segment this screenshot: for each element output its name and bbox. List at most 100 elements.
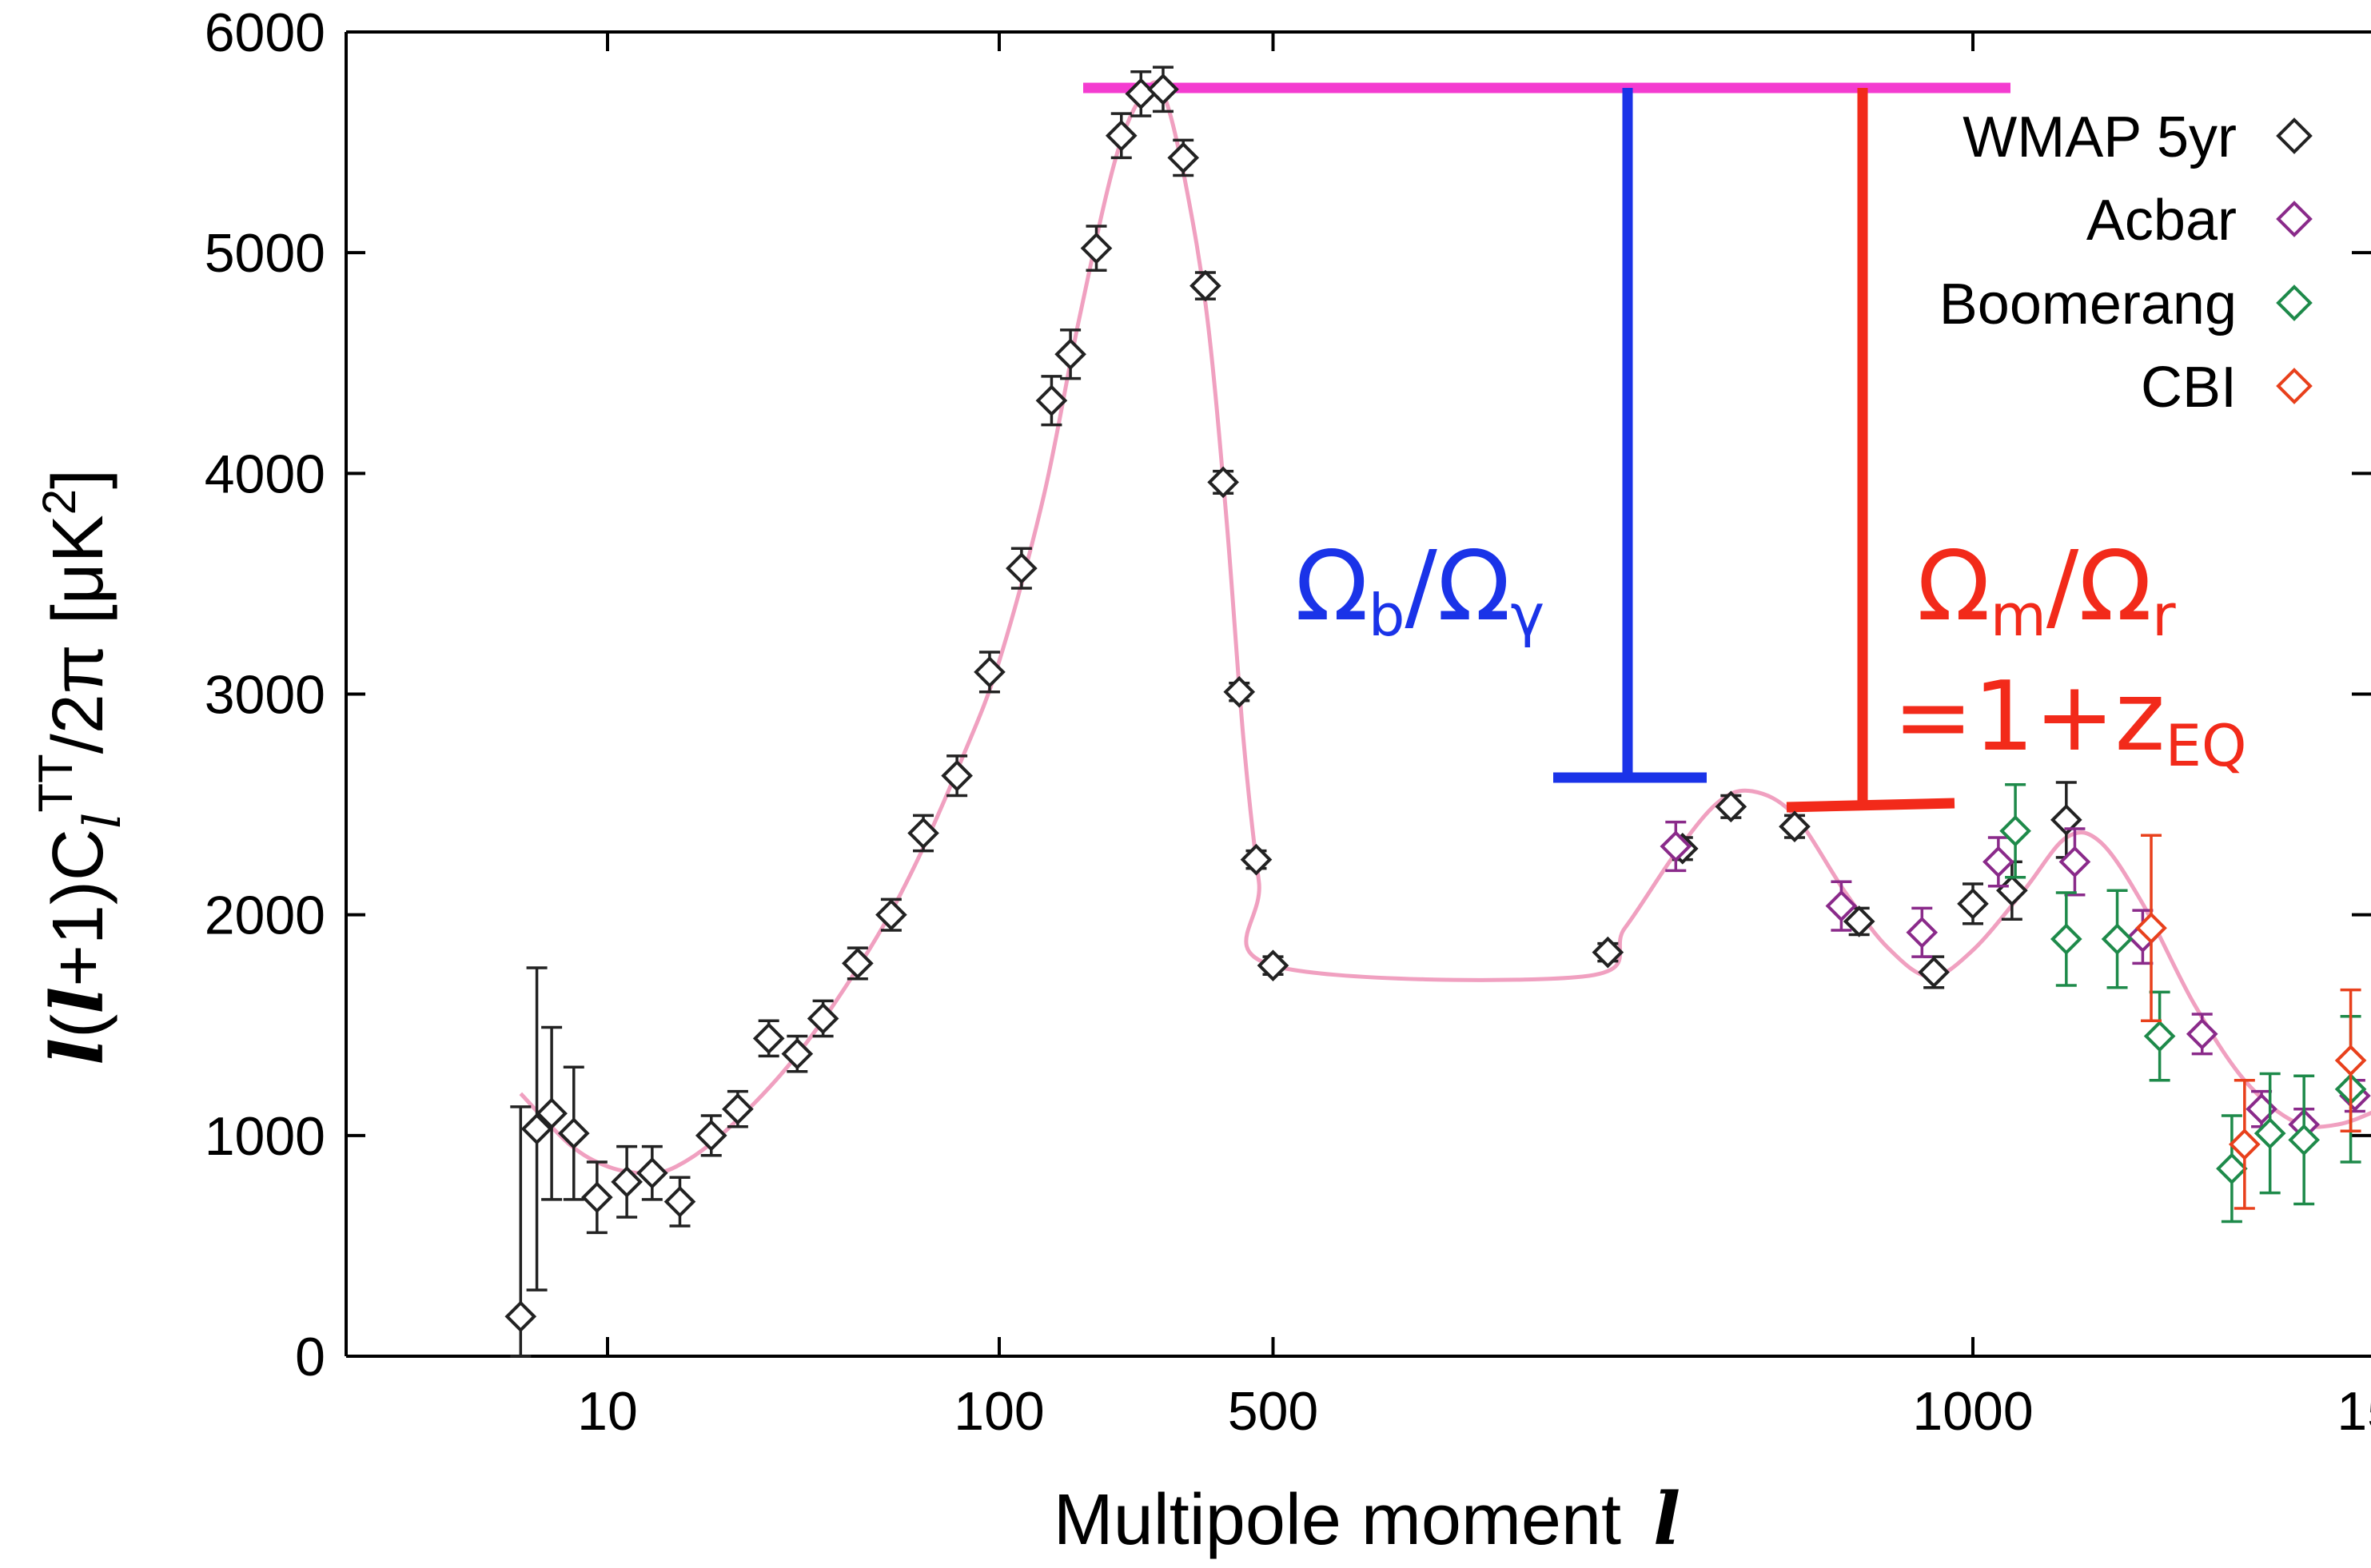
diamond-marker [1843,905,1875,937]
legend-marker-cbi [2276,368,2313,404]
axes [345,30,2371,1358]
data-point-boomerang [2143,990,2176,1082]
diamond-marker [636,1156,668,1189]
data-point-wmap [611,1144,643,1219]
data-point-wmap [974,651,1006,694]
data-point-cbi [2229,1079,2261,1210]
legend-marker-wmap [2276,117,2313,154]
series-boomerang [1999,782,2367,1224]
data-point-wmap [907,814,939,853]
data-point-wmap [520,966,553,1291]
legend-label-cbi: CBI [2141,356,2237,420]
diamond-marker [807,1002,839,1035]
data-point-acbar [1660,820,1692,873]
y-tick-label: 4000 [205,444,325,504]
data-point-boomerang [2216,1114,2248,1224]
diamond-marker [1207,466,1239,499]
y-axis-title: l(l+1)ClTT/2π [μK2] [29,469,133,1065]
data-point-wmap [1147,66,1179,113]
data-point-boomerang [2288,1074,2321,1206]
diamond-marker [1223,675,1256,708]
diamond-marker [2229,1128,2261,1160]
diamond-marker [2050,804,2082,836]
series-cbi [2135,834,2367,1210]
diamond-marker [875,898,907,931]
data-point-boomerang [2050,891,2082,987]
tick-labels: 10 100 500 1000 1500 0 1000 2000 3000 4000 5000 600… [205,2,2371,1442]
data-point-wmap [752,1019,785,1058]
data-point-wmap [636,1144,668,1201]
data-point-wmap [1189,269,1221,302]
diamond-marker [1240,843,1273,876]
diamond-marker [1105,119,1138,152]
diamond-marker [1999,814,2031,847]
diamond-marker [2058,846,2091,878]
data-point-wmap [941,754,973,798]
diamond-marker [504,1300,537,1333]
diamond-marker [2101,923,2134,955]
data-point-cbi [2334,988,2367,1133]
annotation-lines [1083,82,2010,813]
x-tick-label: 1000 [1912,1381,2033,1442]
diamond-marker [1715,790,1747,823]
data-point-wmap [1006,547,1038,590]
data-point-boomerang [2253,1072,2286,1195]
data-point-boomerang [2101,889,2134,989]
diamond-marker [1006,552,1038,584]
diamond-marker [2253,1117,2286,1149]
data-point-wmap [536,1025,568,1201]
legend-label-wmap: WMAP 5yr [1963,105,2237,169]
diamond-marker [722,1092,754,1125]
diamond-marker [2216,1152,2248,1185]
data-point-wmap [1592,936,1624,969]
data-point-wmap [807,999,839,1038]
x-tick-label: 100 [954,1381,1044,1442]
data-point-wmap [842,946,874,981]
data-point-acbar [1982,836,2014,888]
data-points [504,66,2371,1358]
diamond-marker [1592,936,1624,969]
legend-label-acbar: Acbar [2086,189,2237,253]
omega-m-annotation: Ωm/Ωr [1917,531,2176,649]
data-point-wmap [1223,675,1256,708]
data-point-wmap [1957,882,1989,925]
data-point-boomerang [1999,782,2031,879]
diamond-marker [695,1120,727,1152]
data-point-acbar [1906,906,1939,958]
diamond-marker [1080,232,1113,265]
data-point-acbar [1825,880,1858,932]
diamond-marker [1779,810,1811,843]
data-point-wmap [663,1176,696,1228]
legend: WMAP 5yr Acbar Boomerang CBI [1939,105,2313,420]
diamond-marker [752,1022,785,1055]
diamond-marker [1054,338,1086,371]
z-eq-annotation: =1+zEQ [1893,662,2247,779]
x-tick-label: 1500 [2337,1381,2371,1442]
diamond-marker [1957,888,1989,920]
diamond-marker [941,759,973,792]
x-tick-label: 10 [577,1381,638,1442]
diamond-marker [842,947,874,980]
data-point-wmap [557,1065,590,1201]
data-point-acbar [2126,909,2159,965]
diamond-marker [1257,949,1289,982]
data-point-wmap [1715,790,1747,823]
x-tick-label: 500 [1228,1381,1318,1442]
data-point-cbi [2135,834,2167,1022]
data-point-acbar [2058,827,2091,897]
diamond-marker [1660,830,1692,862]
data-point-wmap [504,1105,537,1358]
diamond-marker [1167,141,1200,174]
legend-marker-boomerang [2276,285,2313,321]
diamond-marker [536,1097,568,1130]
y-tick-label: 5000 [205,223,325,284]
diamond-marker [663,1185,696,1218]
diamond-marker [581,1181,613,1213]
y-tick-label: 2000 [205,885,325,946]
y-tick-label: 3000 [205,665,325,726]
diamond-marker [2143,1020,2176,1053]
data-point-wmap [1167,138,1200,177]
diamond-marker [611,1166,643,1198]
